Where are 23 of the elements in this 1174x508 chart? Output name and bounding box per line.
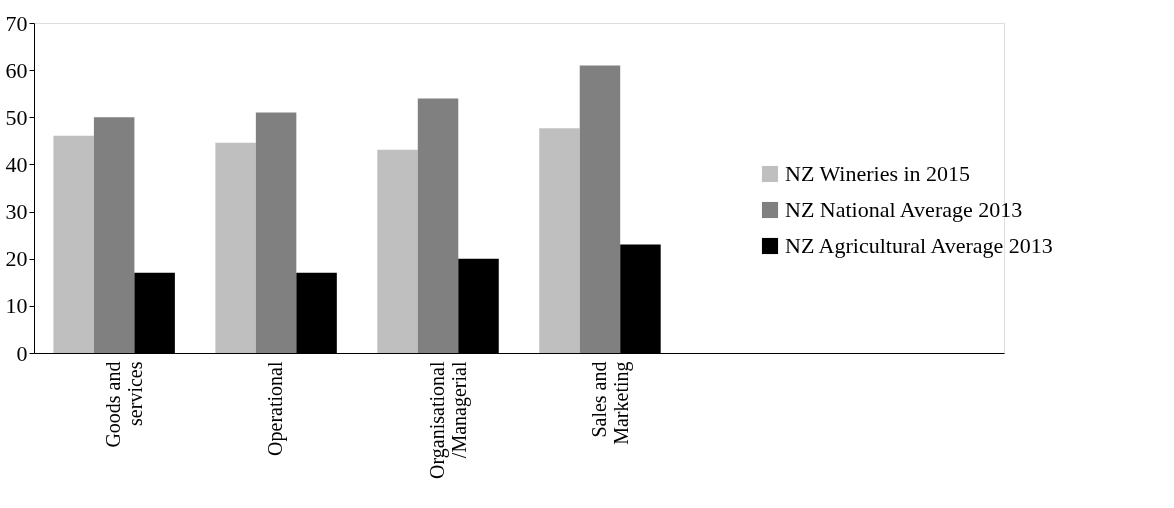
y-tick-label: 60	[5, 57, 28, 83]
y-tick-label: 40	[5, 151, 28, 177]
y-tick-label: 30	[5, 199, 28, 225]
bar	[255, 112, 297, 353]
bar	[539, 128, 580, 353]
legend-label: NZ National Average 2013	[785, 197, 1023, 222]
y-tick-label: 0	[16, 340, 28, 366]
y-tick-label: 20	[5, 246, 28, 272]
x-tick-label: Operational	[264, 361, 288, 456]
y-tick-label: 10	[5, 293, 28, 319]
legend-label: NZ Wineries in 2015	[785, 161, 971, 186]
legend-label: NZ Agricultural Average 2013	[785, 233, 1053, 258]
x-tick-label: Organisational/Managerial	[426, 361, 472, 479]
bar	[215, 142, 256, 353]
bar	[377, 149, 418, 353]
bar	[53, 135, 94, 353]
bar	[417, 98, 459, 353]
bar	[579, 65, 621, 353]
x-tick-label: Sales and Marketing	[587, 361, 633, 445]
y-tick-label: 70	[5, 10, 28, 36]
x-tick-label: Goods and services	[102, 361, 147, 448]
bar	[93, 117, 135, 353]
y-tick-label: 50	[5, 104, 28, 130]
